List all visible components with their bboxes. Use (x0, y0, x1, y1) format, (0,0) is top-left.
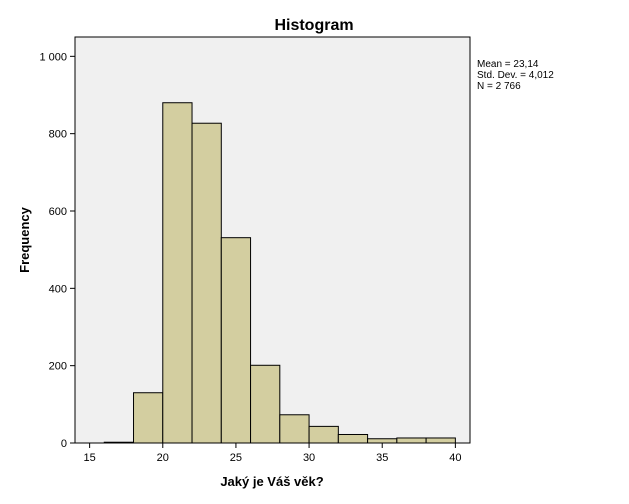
statistic-line: Std. Dev. = 4,012 (477, 70, 554, 81)
y-axis-ticks: 0 200 400 600 800 1 000 (39, 51, 75, 450)
x-tick-label: 15 (84, 452, 96, 464)
histogram-bar (308, 425, 339, 444)
y-tick-label: 400 (49, 283, 67, 295)
histogram-bar (103, 441, 135, 444)
y-tick-label: 1 000 (39, 51, 67, 63)
y-tick-label: 800 (49, 129, 67, 141)
histogram-bar (133, 392, 164, 444)
statistic-line: Mean = 23,14 (477, 59, 539, 70)
histogram-bar (279, 414, 310, 444)
x-axis-label: Jaký je Váš věk? (220, 474, 323, 489)
x-tick-label: 40 (449, 452, 461, 464)
histogram-bar (337, 433, 369, 444)
histogram-bar (220, 237, 252, 444)
histogram-bar (162, 102, 193, 444)
histogram-bar (191, 122, 222, 444)
bars-group (103, 102, 456, 444)
x-tick-label: 35 (376, 452, 388, 464)
histogram-bar (425, 437, 456, 444)
histogram-bar (367, 438, 398, 444)
statistic-line: N = 2 766 (477, 81, 521, 92)
y-tick-label: 200 (49, 361, 67, 373)
y-tick-label: 0 (61, 438, 67, 450)
histogram-bar (396, 437, 427, 444)
x-tick-label: 25 (230, 452, 242, 464)
x-tick-label: 20 (157, 452, 169, 464)
x-tick-label: 30 (303, 452, 315, 464)
y-tick-label: 600 (49, 206, 67, 218)
y-axis-label: Frequency (17, 206, 32, 273)
histogram-bar (250, 364, 281, 444)
chart-title: Histogram (274, 17, 353, 34)
x-axis-ticks: 15 20 25 30 35 40 (84, 443, 461, 464)
